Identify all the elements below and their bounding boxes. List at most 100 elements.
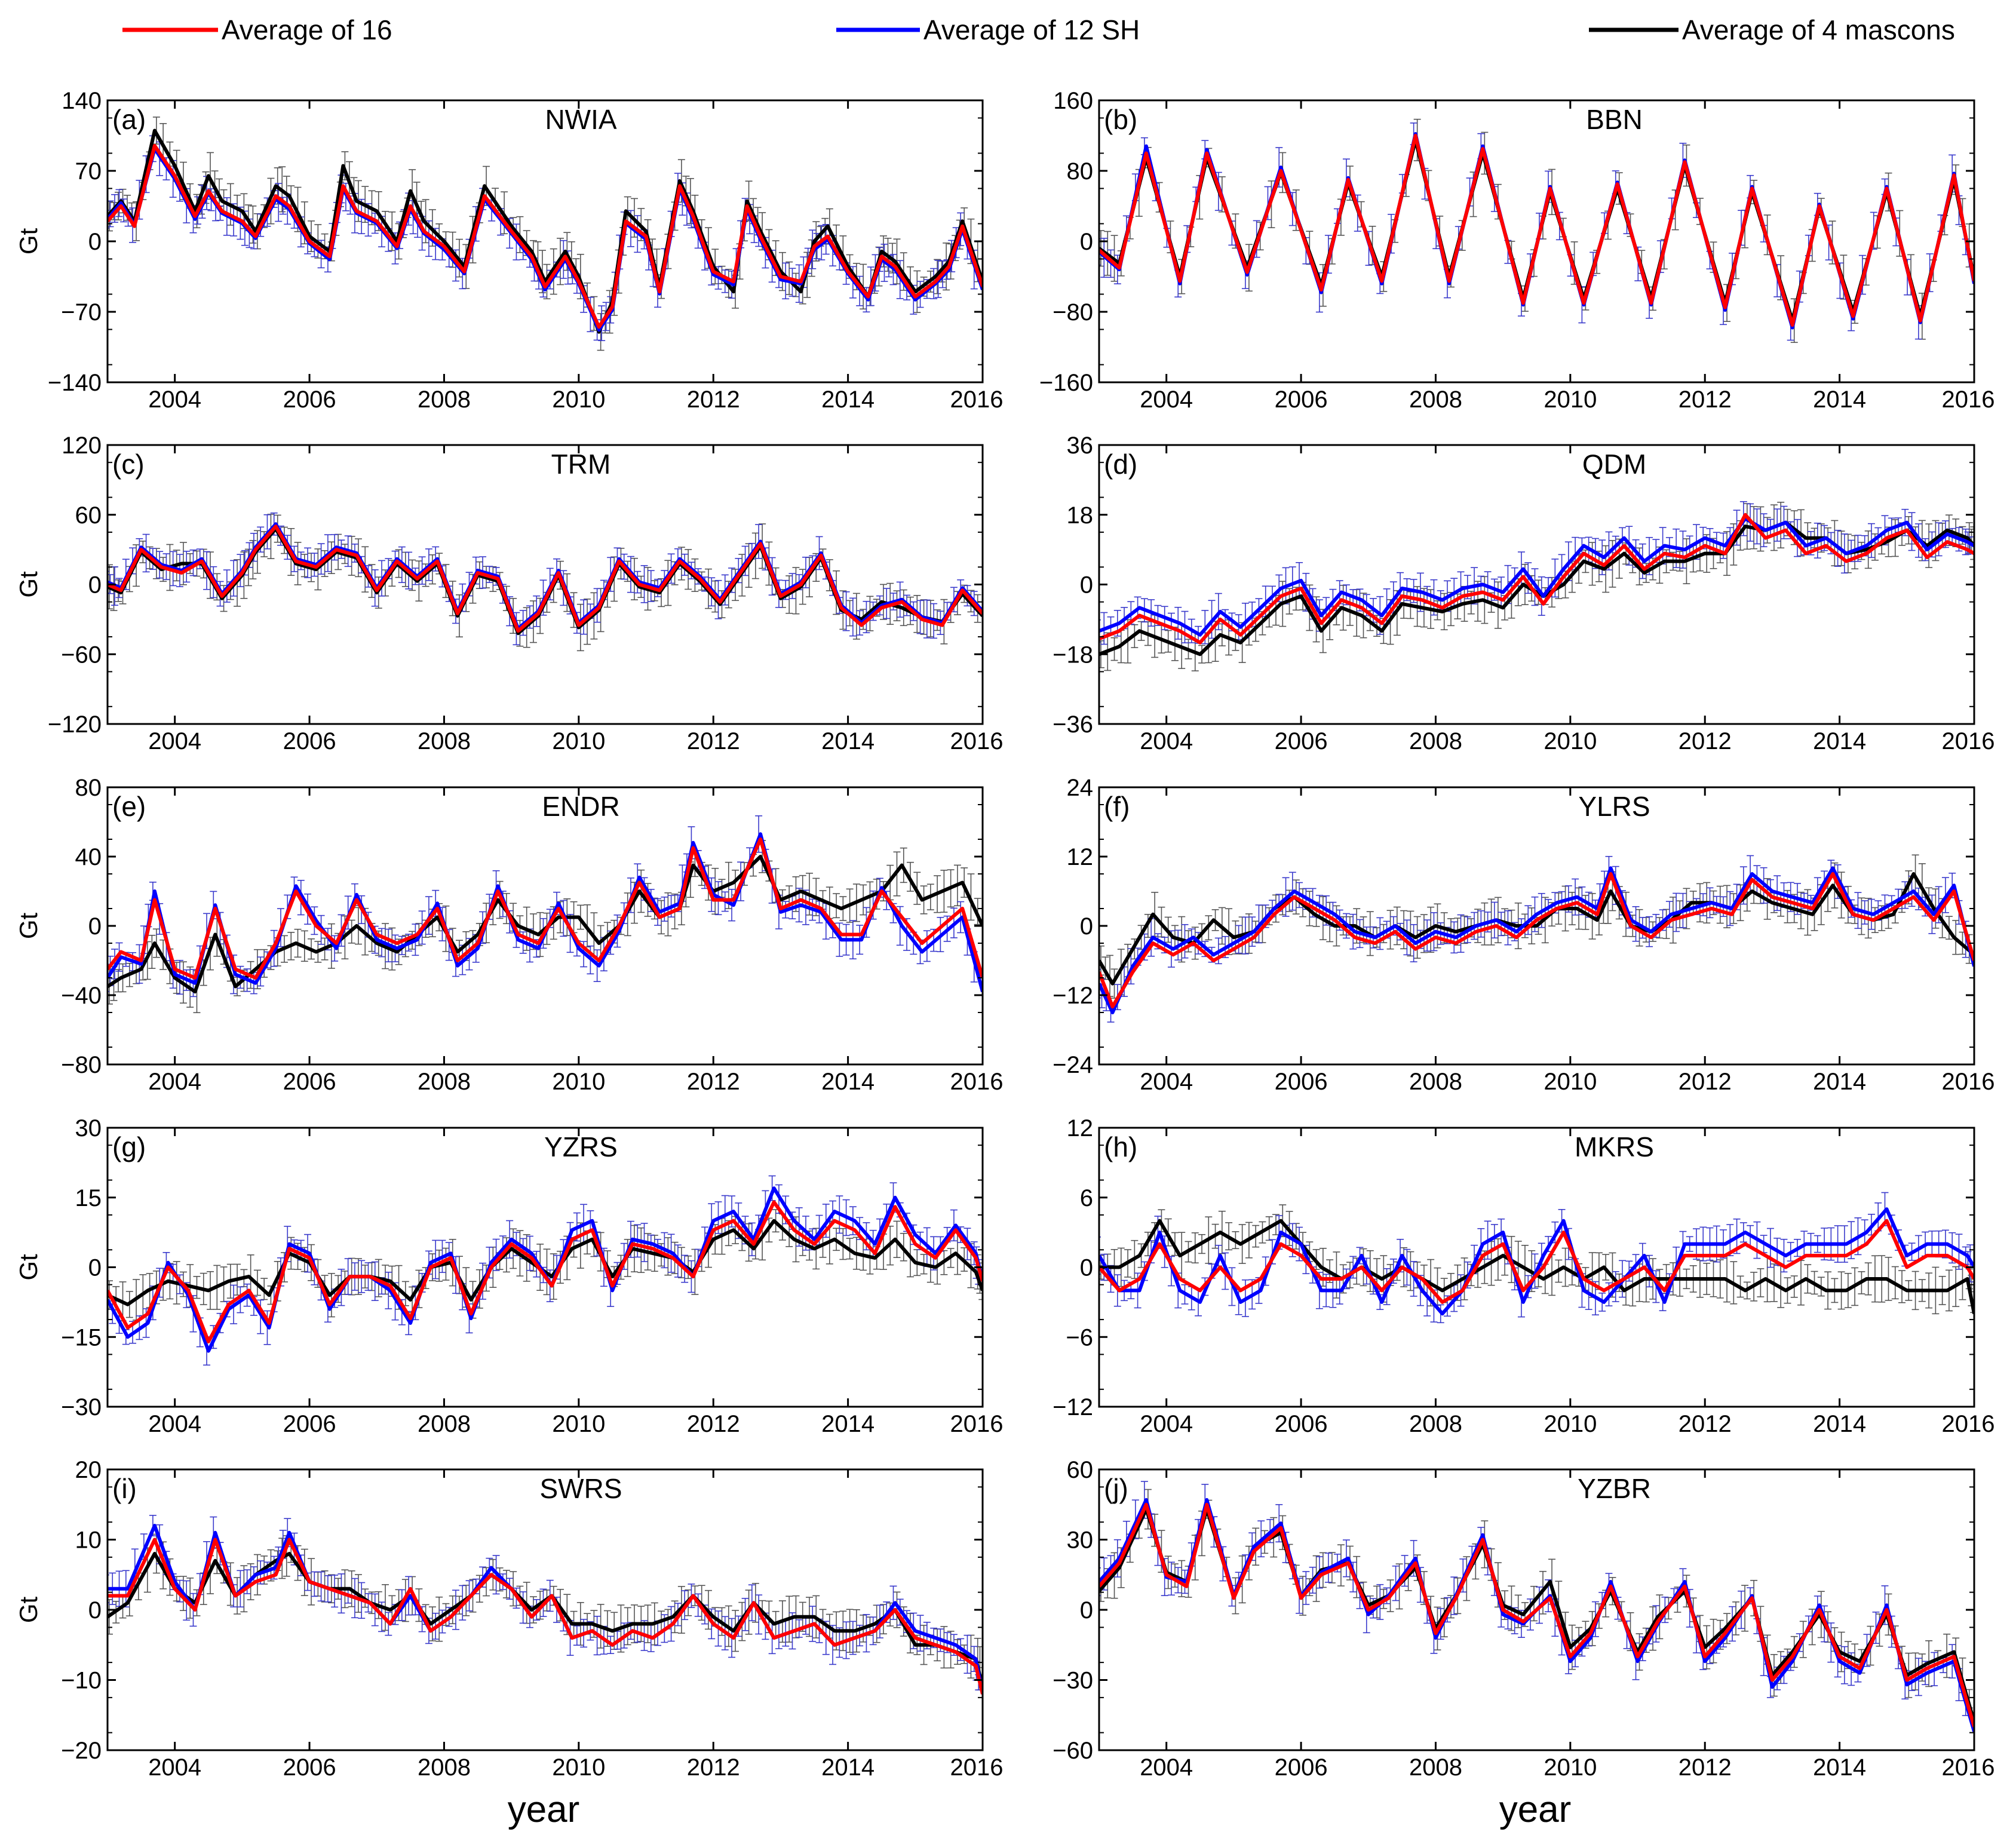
panel-title: TRM	[551, 449, 611, 480]
legend-label-1: Average of 16	[222, 14, 392, 45]
y-tick-label: 40	[75, 844, 102, 870]
y-tick-label: −36	[1053, 711, 1093, 738]
y-tick-label: 160	[1053, 88, 1093, 114]
series-line-mascons	[108, 128, 983, 334]
axes-frame	[106, 99, 984, 383]
y-axis-label: Gt	[14, 913, 42, 940]
x-tick-label: 2008	[418, 728, 471, 754]
x-tick-label: 2004	[148, 728, 201, 754]
panel-label: (a)	[112, 104, 146, 135]
series-line-avg16	[108, 143, 983, 329]
plot-area	[1099, 854, 1974, 1023]
y-tick-label: −60	[61, 642, 102, 668]
x-tick-label: 2016	[1942, 386, 1995, 413]
series-line-mascons	[1099, 872, 1974, 986]
series-line-mascons	[108, 855, 983, 994]
y-tick-label: 36	[1067, 432, 1094, 459]
panel-d: 36 18 0 −18 −36 2004 2006 2008 2010 2012 2014 2016 (…	[1053, 432, 1994, 754]
x-tick-label: 2006	[1275, 728, 1328, 754]
panel-label: (d)	[1104, 449, 1137, 480]
legend-label-3: Average of 4 mascons	[1682, 14, 1955, 45]
series-line-avg16	[1099, 513, 1974, 645]
x-tick-label: 2004	[1140, 386, 1193, 413]
plot-area	[1099, 501, 1974, 671]
x-tick-label: 2014	[1813, 728, 1866, 754]
y-tick-label: 0	[1080, 572, 1093, 599]
legend-label-2: Average of 12 SH	[923, 14, 1140, 45]
y-tick-label: 0	[88, 572, 102, 599]
y-tick-label: 0	[88, 913, 102, 940]
panel-title: BBN	[1586, 104, 1643, 135]
panel-e: 80 40 0 −40 −80 2004 2006 2008 2010 2012 2014 2016 (…	[14, 775, 1003, 1095]
y-tick-label: 24	[1067, 775, 1094, 801]
x-tick-label: 2012	[687, 386, 740, 413]
x-tick-label: 2012	[687, 1069, 740, 1095]
series-line-avg16	[1099, 872, 1974, 1009]
axes-frame	[106, 786, 984, 1066]
y-tick-label: 0	[88, 229, 102, 255]
x-tick-label: 2012	[687, 728, 740, 754]
panel-label: (b)	[1104, 104, 1137, 135]
x-tick-label: 2010	[552, 386, 605, 413]
x-tick-label: 2006	[283, 386, 336, 413]
y-axis-label: Gt	[14, 228, 42, 255]
x-tick-label: 2012	[1679, 386, 1732, 413]
y-tick-label: 70	[75, 158, 102, 185]
x-tick-label: 2016	[950, 386, 1004, 413]
panel-b: 160 80 0 −80 −160 2004 2006 2008 2010 2012 2014 201…	[1039, 88, 1995, 413]
y-tick-label: 80	[75, 775, 102, 801]
panel-title: NWIA	[545, 104, 616, 135]
y-tick-label: 60	[75, 502, 102, 529]
x-tick-label: 2006	[283, 1069, 336, 1095]
plot-area	[108, 815, 983, 1014]
x-tick-label: 2010	[1544, 386, 1597, 413]
x-tick-label: 2010	[552, 728, 605, 754]
y-tick-label: −140	[48, 370, 102, 396]
series-line-avg16	[108, 524, 983, 633]
y-tick-label: 0	[1080, 913, 1093, 940]
x-tick-label: 2008	[418, 386, 471, 413]
y-tick-label: −120	[48, 711, 102, 738]
x-tick-label: 2016	[1942, 728, 1995, 754]
y-tick-label: −18	[1053, 642, 1093, 668]
x-tick-label: 2014	[1813, 386, 1866, 413]
y-tick-label: −24	[1053, 1052, 1093, 1078]
series-line-mascons	[1099, 138, 1974, 323]
x-tick-label: 2012	[1679, 728, 1732, 754]
x-tick-label: 2006	[1275, 386, 1328, 413]
y-tick-label: 80	[1067, 158, 1094, 185]
x-tick-label: 2010	[1544, 1069, 1597, 1095]
y-tick-label: −80	[1053, 299, 1093, 326]
y-tick-label: −160	[1039, 370, 1093, 396]
error-bars	[1099, 118, 1973, 343]
axes-frame	[106, 444, 984, 725]
x-tick-label: 2010	[1544, 728, 1597, 754]
error-bars	[1099, 854, 1973, 1023]
panel-label: (e)	[112, 791, 146, 822]
series-line-sh	[1099, 866, 1974, 1014]
panel-a: 140 70 0 −70 −140 2004 2006 2008 2010 2012 2014 201…	[14, 88, 1003, 413]
panel-label: (c)	[112, 449, 145, 480]
x-tick-label: 2004	[148, 386, 201, 413]
x-tick-label: 2004	[148, 1069, 201, 1095]
x-tick-label: 2014	[821, 1069, 874, 1095]
series-line-avg16	[108, 837, 983, 980]
y-tick-label: −70	[61, 299, 102, 326]
x-tick-label: 2016	[950, 728, 1004, 754]
x-tick-label: 2014	[821, 386, 874, 413]
y-tick-label: 0	[1080, 229, 1093, 255]
plot-area	[108, 512, 983, 652]
y-tick-label: 140	[62, 88, 102, 114]
panel-c: 120 60 0 −60 −120 2004 2006 2008 2010 2012 2014 201…	[14, 432, 1003, 754]
x-tick-label: 2014	[821, 728, 874, 754]
x-tick-label: 2008	[1409, 1069, 1462, 1095]
panel-title: QDM	[1582, 449, 1646, 480]
legend: Average of 16 Average of 12 SH Average of …	[122, 14, 1955, 45]
x-tick-label: 2010	[552, 1069, 605, 1095]
error-bars	[108, 116, 981, 351]
x-tick-label: 2008	[1409, 386, 1462, 413]
y-tick-label: 12	[1067, 844, 1094, 870]
y-axis-label: Gt	[14, 571, 42, 598]
